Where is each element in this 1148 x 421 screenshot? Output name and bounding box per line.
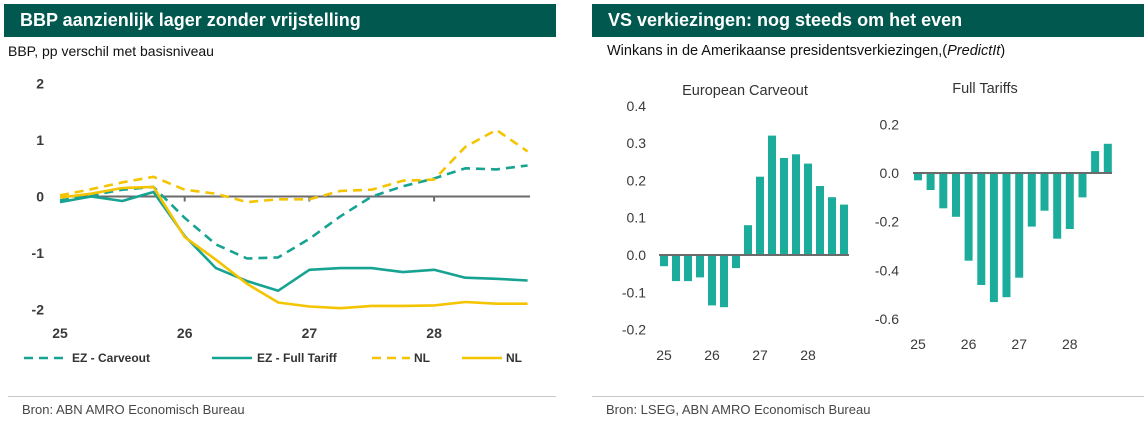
full-tariffs-bar-13 [1065, 173, 1074, 229]
full-tariffs-bar-8 [1002, 173, 1011, 298]
x-tick-label: 27 [752, 347, 768, 363]
y-tick-label: -2 [32, 301, 45, 317]
european-carveout-bar-11 [780, 158, 788, 255]
y-tick-label: 0.2 [880, 116, 900, 132]
full-tariffs-bar-7 [989, 173, 998, 303]
european-carveout-bar-14 [816, 186, 824, 255]
y-tick-label: -1 [32, 245, 45, 261]
european-carveout-bar-8 [744, 225, 752, 255]
full-tariffs-bar-11 [1040, 173, 1049, 211]
european-carveout-bar-3 [684, 255, 692, 282]
legend-label-ez-carveout: EZ - Carveout [72, 351, 150, 365]
y-tick-label: 1 [36, 132, 44, 148]
full-tariffs-bar-12 [1053, 173, 1062, 239]
y-tick-label: 0.0 [627, 247, 647, 263]
european-carveout-bar-5 [708, 255, 716, 306]
x-tick-label: 28 [800, 347, 816, 363]
series-line-ez-full-tariff [59, 190, 528, 292]
legend-label-nl-dashed: NL [414, 351, 430, 365]
full-tariffs-bar-5 [964, 173, 973, 261]
full-tariffs-bar-chart: Full Tariffs 0.2 0.0 -0.2 -0.4 -0.6 25 26 27 28 [875, 81, 1112, 352]
european-carveout-bar-12 [792, 154, 800, 255]
x-tick-label: 28 [1062, 336, 1078, 352]
full-tariffs-chart-title: Full Tariffs [952, 81, 1018, 97]
y-tick-label: 0.4 [627, 98, 647, 114]
european-carveout-bar-1 [660, 255, 668, 267]
full-tariffs-bar-3 [939, 173, 948, 209]
x-tick-label: 28 [426, 325, 442, 341]
right-footer-divider [592, 396, 1144, 397]
y-tick-label: -0.1 [622, 284, 646, 300]
left-footer-divider [8, 396, 556, 397]
x-tick-label: 27 [1011, 336, 1027, 352]
right-subtitle-source-name: PredictIt [947, 43, 1001, 59]
european-carveout-bar-10 [768, 135, 776, 255]
x-tick-label: 26 [961, 336, 977, 352]
x-tick-label: 25 [656, 347, 672, 363]
legend: EZ - Carveout EZ - Full Tariff NL NL [24, 351, 522, 365]
y-tick-label: -0.6 [875, 311, 899, 327]
european-carveout-bar-16 [840, 204, 848, 255]
left-panel-subtitle: BBP, pp verschil met basisniveau [8, 43, 214, 59]
series-line-ez-carveout [59, 164, 528, 260]
european-carveout-bar-15 [828, 197, 836, 255]
y-tick-label: 0.0 [880, 165, 900, 181]
full-tariffs-bar-4 [952, 173, 960, 217]
legend-label-ez-full-tariff: EZ - Full Tariff [257, 351, 338, 365]
y-tick-label: 0.2 [627, 172, 647, 188]
full-tariffs-bar-1 [914, 173, 922, 181]
y-tick-label: 0.1 [627, 210, 647, 226]
full-tariffs-bar-9 [1015, 173, 1024, 278]
right-panel-subtitle: Winkans in de Amerikaanse presidentsverk… [607, 43, 1005, 59]
x-tick-label: 26 [177, 325, 193, 341]
european-carveout-chart-title: European Carveout [682, 83, 808, 99]
european-carveout-bar-9 [756, 176, 764, 255]
left-source-note: Bron: ABN AMRO Economisch Bureau [22, 402, 245, 417]
y-tick-label: -0.2 [622, 322, 646, 338]
y-tick-label: -0.4 [875, 262, 899, 278]
y-tick-label: 0 [36, 189, 44, 205]
full-tariffs-bar-6 [977, 173, 986, 285]
european-carveout-bar-7 [732, 255, 740, 269]
european-carveout-bar-4 [696, 255, 704, 278]
x-tick-label: 25 [910, 336, 926, 352]
gdp-line-chart: 2 1 0 -1 -2 25 26 27 28 EZ - Carveout EZ - Full Ta… [24, 76, 530, 365]
european-carveout-bar-13 [804, 163, 812, 255]
full-tariffs-bar-16 [1103, 143, 1112, 173]
y-tick-label: -0.2 [875, 214, 899, 230]
right-subtitle-close: ) [1000, 43, 1006, 59]
right-panel-title: VS verkiezingen: nog steeds om het even [592, 4, 1144, 37]
right-source-note: Bron: LSEG, ABN AMRO Economisch Bureau [606, 402, 871, 417]
x-tick-label: 26 [704, 347, 720, 363]
full-tariffs-bar-15 [1091, 151, 1100, 173]
series-line-nl-solid [59, 185, 528, 310]
y-tick-label: 2 [36, 76, 44, 92]
x-tick-label: 25 [52, 325, 68, 341]
european-carveout-bar-chart: European Carveout 0.4 0.3 0.2 0.1 0.0 -0.1 -0.2… [622, 83, 849, 363]
x-tick-label: 27 [302, 325, 318, 341]
full-tariffs-bar-14 [1078, 173, 1087, 198]
right-subtitle-text: Winkans in de Amerikaanse presidentsverk… [607, 43, 948, 59]
legend-label-nl-solid: NL [506, 351, 522, 365]
full-tariffs-bar-2 [926, 173, 935, 190]
european-carveout-bar-6 [720, 255, 728, 308]
left-panel-title: BBP aanzienlijk lager zonder vrijstellin… [4, 4, 556, 37]
series-line-nl-dashed [59, 128, 529, 204]
european-carveout-bar-2 [672, 255, 680, 282]
y-tick-label: 0.3 [627, 135, 647, 151]
full-tariffs-bar-10 [1027, 173, 1036, 227]
